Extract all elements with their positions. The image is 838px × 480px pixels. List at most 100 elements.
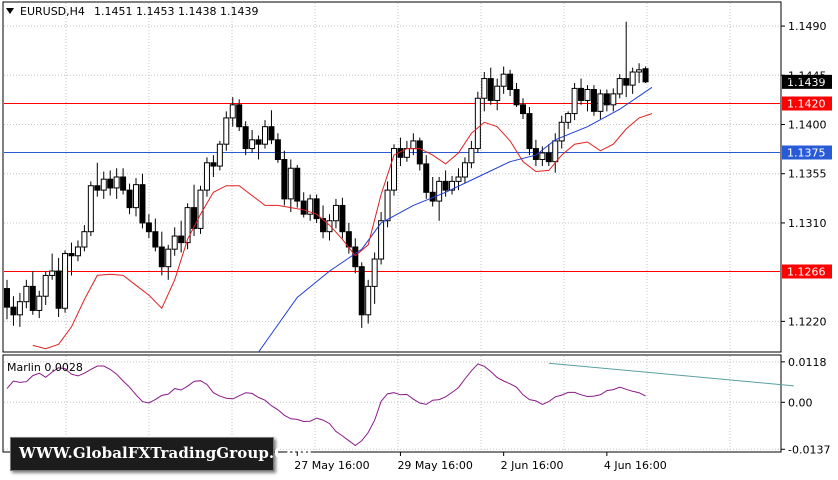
candle-bullish (287, 167, 294, 200)
candle-bullish (565, 113, 572, 123)
candle-bullish (262, 126, 268, 145)
candle-bearish (55, 270, 62, 309)
candle-bullish (636, 69, 643, 73)
candle-bullish (223, 117, 230, 145)
candle-bullish (49, 270, 56, 276)
candle-bearish (590, 89, 597, 112)
candle-bullish (616, 78, 623, 95)
candle-bearish (210, 162, 217, 167)
level-price-tag (782, 264, 832, 279)
candle-bearish (416, 140, 423, 165)
candle-bearish (126, 189, 133, 209)
candle-bullish (494, 85, 501, 101)
divergence-trendline[interactable] (548, 362, 794, 387)
candle-bearish (68, 253, 75, 257)
time-axis-label: 4 Jun 16:00 (604, 459, 667, 472)
candle-bullish (165, 248, 172, 268)
candle-bullish (571, 87, 578, 115)
level-price-tag (782, 96, 832, 111)
candle-bearish (352, 246, 359, 268)
candle-bullish (378, 220, 385, 260)
candle-bullish (249, 139, 256, 150)
candle-bullish (455, 176, 462, 182)
candle-bearish (4, 288, 10, 308)
price-axis-label: 1.1310 (788, 217, 827, 230)
candle-bearish (274, 139, 281, 160)
candle-bullish (371, 258, 378, 287)
price-axis-label: 1.1220 (788, 315, 827, 328)
candle-bullish (410, 140, 417, 150)
oscillator-pane (2, 354, 782, 453)
candle-bullish (391, 148, 397, 191)
candle-bearish (520, 104, 526, 115)
candle-bullish (436, 180, 443, 202)
level-price-label: 1.1375 (787, 147, 826, 160)
candle-bearish (10, 306, 17, 316)
candle-bullish (216, 143, 223, 167)
level-price-label: 1.1420 (787, 98, 826, 111)
current-price-label: 1.1439 (787, 76, 826, 89)
candle-bearish (423, 163, 430, 193)
candle-bearish (107, 178, 114, 189)
candle-bearish (487, 78, 494, 101)
candle-bearish (152, 231, 159, 248)
oscillator-axis-label: 0.0118 (788, 356, 827, 369)
time-axis-label: 29 May 16:00 (397, 459, 472, 472)
candle-bullish (449, 180, 456, 191)
symbol-menu-icon[interactable] (6, 8, 14, 14)
candle-bullish (610, 93, 617, 106)
candle-bullish (584, 89, 591, 101)
oscillator-axis-label: -0.0137 (788, 443, 830, 456)
candle-bearish (158, 246, 165, 268)
candle-bearish (532, 148, 539, 160)
candle-bullish (597, 93, 604, 112)
candle-bearish (178, 235, 185, 244)
oscillator-line (6, 363, 646, 447)
candle-bullish (481, 78, 488, 99)
candle-bearish (281, 159, 288, 200)
candle-bullish (87, 185, 94, 233)
watermark-text: WWW.GlobalFXTradingGroup.Com (19, 444, 313, 462)
price-axis-label: 1.1490 (788, 20, 827, 33)
ohlc-quote: 1.1451 1.1453 1.1438 1.1439 (94, 5, 258, 18)
candle-bearish (145, 222, 152, 233)
candle-bearish (94, 185, 101, 191)
candle-bullish (332, 204, 339, 222)
candle-bearish (442, 180, 449, 191)
candle-bearish (268, 126, 275, 141)
candle-bullish (552, 140, 559, 163)
candle-bullish (16, 301, 23, 316)
candle-bearish (578, 87, 585, 101)
candle-bullish (36, 295, 43, 311)
candle-bearish (513, 89, 520, 106)
candle-bullish (113, 176, 120, 189)
indicator-label: Marlin 0.0028 (7, 361, 83, 374)
candle-bullish (384, 189, 391, 222)
candle-bearish (242, 126, 249, 150)
candle-bearish (526, 113, 533, 150)
candle-bullish (629, 71, 636, 86)
oscillator-axis-label: 0.00 (788, 396, 813, 409)
candle-bearish (507, 73, 514, 90)
level-price-tag (782, 145, 832, 160)
candle-bullish (171, 235, 178, 250)
candle-bullish (74, 246, 81, 257)
candle-bearish (236, 104, 243, 128)
candle-bullish (500, 73, 507, 87)
candle-bullish (133, 184, 139, 209)
candle-bearish (642, 68, 649, 83)
candle-bearish (191, 207, 198, 229)
candle-bearish (339, 204, 346, 233)
candle-bullish (307, 198, 314, 215)
candle-bullish (229, 104, 236, 119)
price-axis-label: 1.1445 (788, 69, 827, 82)
time-axis-label: 27 May 16:00 (294, 459, 369, 472)
candle-bullish (326, 220, 333, 233)
candle-bearish (358, 266, 365, 316)
symbol-label: EURUSD,H4 (20, 5, 85, 18)
candle-bullish (468, 148, 475, 164)
candle-bearish (313, 198, 320, 220)
watermark-banner: WWW.GlobalFXTradingGroup.Com (10, 437, 312, 471)
